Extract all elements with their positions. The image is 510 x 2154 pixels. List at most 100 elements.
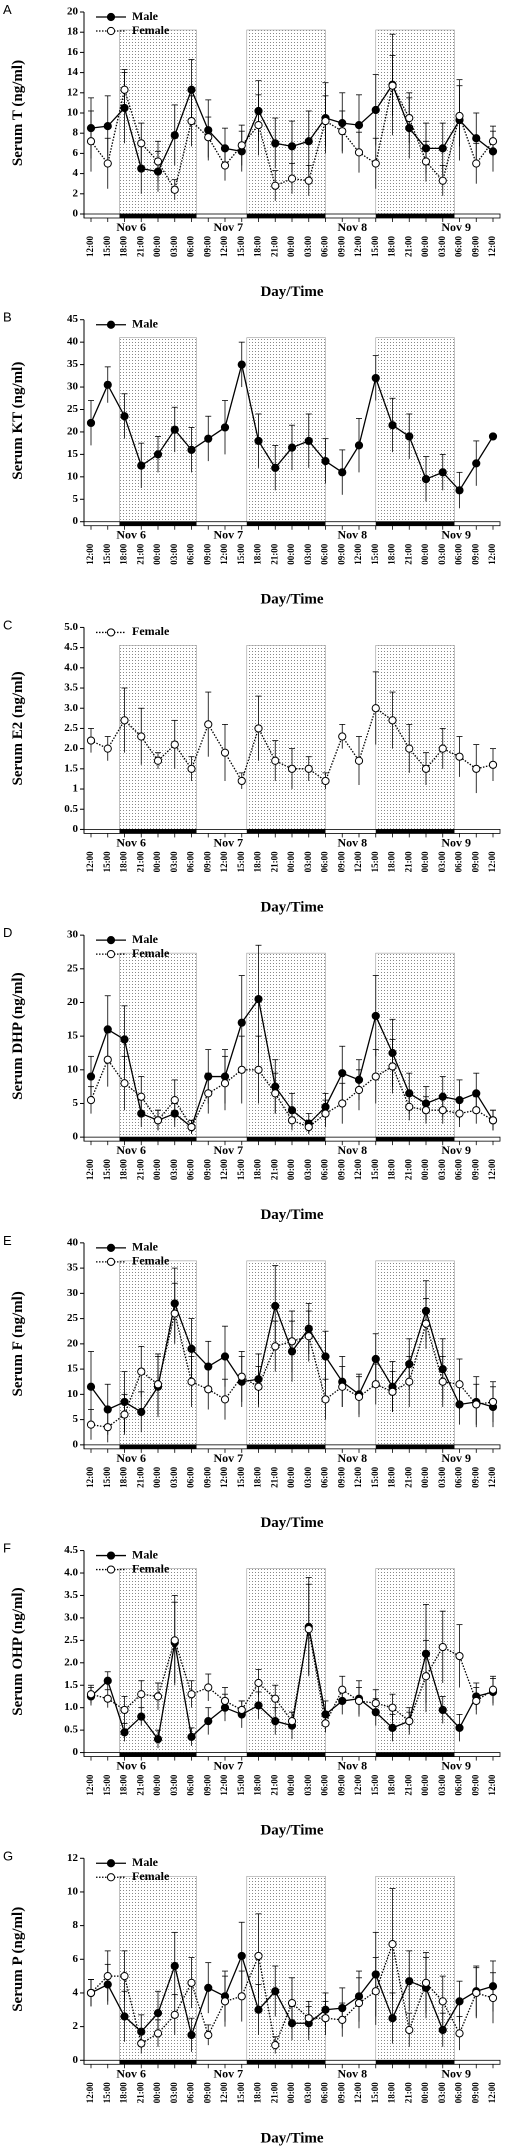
y-tick-label: 15 [67,1030,79,1042]
data-point [187,1978,196,1987]
x-tick-label: 00:00 [420,2082,430,2103]
data-point [170,740,179,749]
x-tick-label: 00:00 [420,236,430,257]
x-tick-label: 21:00 [403,1466,413,1487]
x-tick-label: 21:00 [269,1466,279,1487]
x-tick-label: 03:00 [169,1774,179,1795]
x-axis-title: Day/Time [260,2130,323,2146]
data-point [187,445,196,454]
x-tick-label: 00:00 [286,1159,296,1180]
data-point [271,1694,280,1703]
data-point [187,764,196,773]
x-tick-label: 03:00 [169,1466,179,1487]
x-tick-label: 21:00 [269,1774,279,1795]
data-point [220,423,230,432]
data-point [103,159,112,168]
data-point [254,724,263,733]
data-point [271,2041,280,2050]
data-point [488,1116,498,1125]
day-label: Nov 9 [441,2066,471,2080]
x-tick-label: 12:00 [85,543,95,564]
data-point [137,164,146,173]
data-point [388,1062,397,1071]
data-point [187,85,196,94]
x-tick-label: 00:00 [420,543,430,564]
x-tick-label: 15:00 [370,851,380,872]
y-tick-label: 3.5 [64,682,78,694]
x-tick-label: 03:00 [303,543,313,564]
x-tick-label: 06:00 [454,851,464,872]
data-point [120,1079,129,1088]
data-point [153,1735,163,1744]
data-point [120,1728,129,1737]
x-tick-label: 18:00 [119,236,129,257]
data-point [488,1993,498,2003]
y-tick-label: 5 [73,1097,79,1109]
x-tick-label: 09:00 [202,1159,212,1180]
dark-bar [119,214,197,218]
panel: G 0 2 4 6 8 10 12 12:00 15:00 18:00 21:00 00:00 03:00… [3,1848,501,2146]
data-point [488,1397,498,1407]
dark-period-shade [246,645,326,830]
y-tick-label: 0 [73,2054,79,2066]
data-point [237,776,246,786]
x-tick-label: 09:00 [470,2082,480,2103]
data-point [455,486,464,495]
x-tick-label: 00:00 [420,1466,430,1487]
y-tick-label: 20 [67,425,79,437]
y-tick-label: 8 [73,127,79,139]
data-point [472,159,481,168]
x-tick-label: 12:00 [353,851,363,872]
data-point [170,1961,179,1971]
data-point [472,1106,481,1115]
data-point [354,1998,364,2008]
dark-bar [246,1137,326,1142]
data-point [86,418,96,428]
x-tick-label: 18:00 [387,1466,397,1487]
y-tick-label: 15 [67,448,79,460]
data-point [120,85,129,94]
x-tick-label: 00:00 [286,2082,296,2103]
y-tick-label: 2.5 [64,722,78,734]
legend-marker [106,950,116,959]
data-point [371,1011,380,1021]
data-point [438,144,447,153]
data-point [103,380,112,389]
x-tick-label: 15:00 [370,1774,380,1795]
data-point [388,1703,397,1712]
data-point [488,432,498,441]
x-tick-label: 03:00 [169,2082,179,2103]
x-axis-title: Day/Time [260,284,323,300]
y-tick-label: 10 [67,1063,79,1075]
y-tick-label: 0 [73,515,79,527]
x-tick-label: 00:00 [286,236,296,257]
x-tick-label: 09:00 [202,2082,212,2103]
day-label: Nov 7 [214,2066,244,2080]
data-point [472,1089,481,1098]
x-tick-label: 12:00 [353,1466,363,1487]
data-point [405,113,414,123]
y-tick-label: 3.0 [64,702,78,714]
x-axis-title: Day/Time [260,1515,323,1531]
data-point [271,1301,280,1311]
data-point [321,116,330,126]
x-tick-label: 18:00 [253,851,263,872]
y-tick-label: 3.0 [64,1611,78,1623]
data-point [220,1997,230,2006]
x-tick-label: 09:00 [470,1159,480,1180]
dark-period-shade [119,952,197,1138]
day-label: Nov 6 [116,2066,146,2080]
x-tick-label: 06:00 [454,236,464,257]
y-tick-label: 5 [73,493,79,505]
data-point [287,142,297,151]
data-point [120,1705,129,1715]
data-point [354,148,364,157]
data-point [338,1685,347,1694]
x-tick-label: 15:00 [102,1466,112,1487]
data-point [304,764,313,773]
data-point [170,185,179,194]
x-tick-label: 21:00 [403,543,413,564]
x-tick-label: 18:00 [253,2082,263,2103]
data-point [153,1380,163,1389]
y-tick-label: 4 [73,167,79,179]
